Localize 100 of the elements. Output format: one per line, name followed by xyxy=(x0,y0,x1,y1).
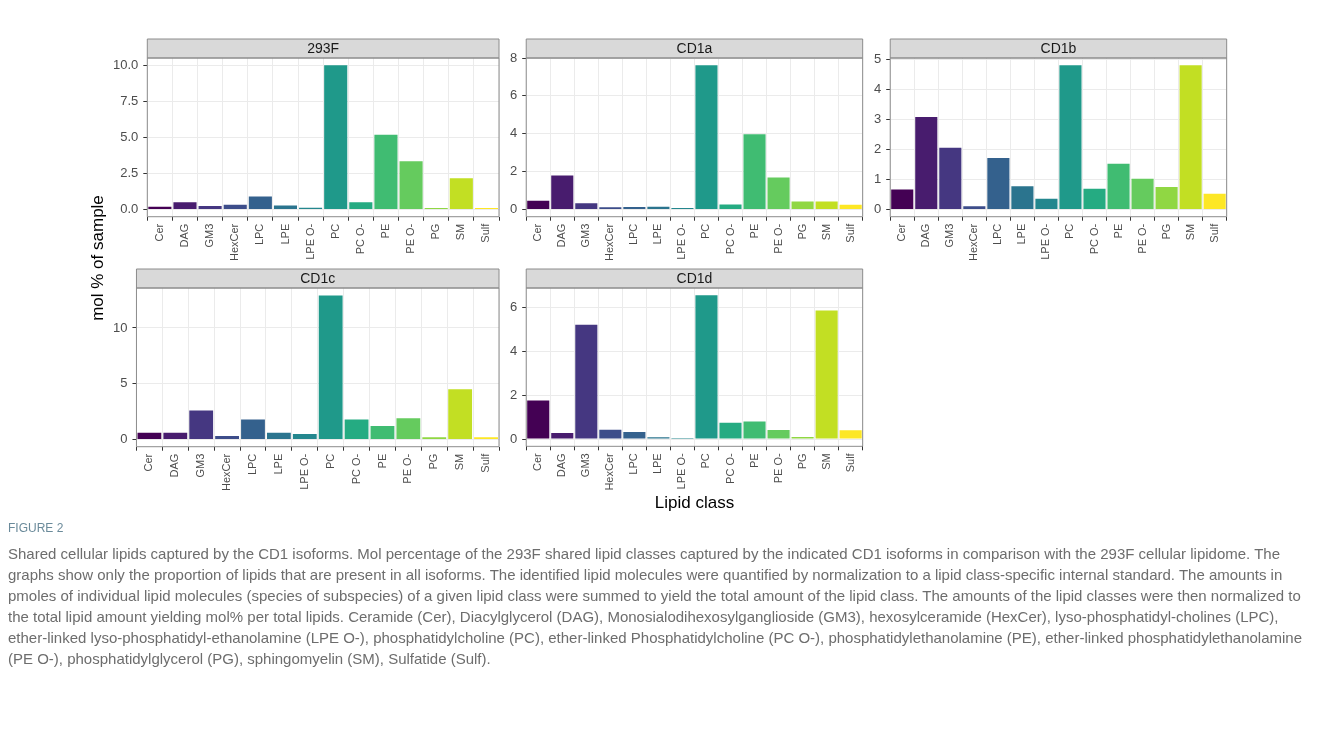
x-tick-label: PC xyxy=(1063,223,1076,239)
bar xyxy=(599,429,622,439)
y-tick-label: 0 xyxy=(120,431,128,447)
y-tick-label: 4 xyxy=(874,81,882,97)
x-tick-label: LPE O- xyxy=(1039,223,1052,260)
x-tick-label: HexCer xyxy=(603,452,616,491)
bar xyxy=(1083,188,1106,210)
bar xyxy=(767,429,790,439)
x-tick-label: DAG xyxy=(555,453,568,478)
y-tick-label: 0 xyxy=(874,201,882,217)
x-tick-label: LPC xyxy=(627,453,640,475)
x-tick-label: SM xyxy=(454,223,467,241)
x-tick-label: LPE O- xyxy=(675,452,688,490)
x-tick-label: Cer xyxy=(895,223,908,242)
y-tick-label: 10.0 xyxy=(112,57,139,73)
x-axis-title: Lipid class xyxy=(654,493,735,513)
bar xyxy=(137,432,162,439)
x-tick-label: SM xyxy=(453,453,466,471)
y-tick-label: 2 xyxy=(510,386,518,402)
y-tick-label: 5.0 xyxy=(120,129,139,145)
bar xyxy=(292,433,317,439)
y-tick-label: 2 xyxy=(874,141,882,157)
x-tick-label: PG xyxy=(795,223,808,240)
x-tick-label: HexCer xyxy=(967,223,980,262)
x-tick-label: DAG xyxy=(919,223,932,248)
x-tick-label: PE xyxy=(1111,223,1124,239)
y-tick-label: 0 xyxy=(510,201,518,217)
x-tick-label: LPE O- xyxy=(675,223,688,260)
x-tick-label: PC O- xyxy=(349,453,362,485)
chart-title: 293F xyxy=(307,39,340,56)
bar xyxy=(767,177,790,210)
bar xyxy=(374,134,398,210)
y-tick-label: 4 xyxy=(510,125,518,141)
bar xyxy=(891,189,914,210)
bar xyxy=(449,178,473,210)
x-tick-label: Sulf xyxy=(479,222,492,243)
x-tick-label: GM3 xyxy=(579,453,592,478)
bar xyxy=(939,147,962,210)
bar xyxy=(1107,163,1130,210)
bar xyxy=(815,310,838,439)
bar xyxy=(396,418,421,439)
x-tick-label: SM xyxy=(1183,223,1196,241)
bar xyxy=(318,295,343,439)
x-tick-label: PE xyxy=(378,223,391,239)
bar xyxy=(223,204,247,210)
x-tick-label: HexCer xyxy=(603,223,616,262)
x-tick-label: PE xyxy=(747,223,760,239)
bar xyxy=(173,202,197,210)
bar xyxy=(719,422,742,439)
x-tick-label: LPE xyxy=(271,453,284,475)
x-tick-label: LPE xyxy=(651,223,664,245)
x-tick-label: PE O- xyxy=(771,223,784,254)
x-tick-label: DAG xyxy=(168,453,181,478)
bar xyxy=(551,175,574,210)
bar xyxy=(791,201,814,210)
bar xyxy=(1035,198,1058,210)
x-tick-label: Cer xyxy=(152,223,165,242)
x-tick-label: GM3 xyxy=(943,223,956,248)
bar xyxy=(695,65,718,210)
bar xyxy=(575,203,598,210)
bar xyxy=(623,431,646,439)
text: Shared cellular lipids captured by the CD1 isoforms. Mol percentage of the 293F shared lipid classes captured by the indicated CD1 isoforms in comparison with the 293F cellular lipidome. The graphs show only the proportion of lipids that are present in all isoforms. The identified lipid molecules were quantified by normalization to a lipid class-specific internal standard. The amounts in pmoles of individual lipid molecules (species of subspecies) of a given lipid class were summed to yield the total amount of the lipid class. The amounts of the lipid classes were then normalized to the total lipid amount yielding mol% per total lipids. Ceramide (Cer), Diacylglycerol (DAG), Monosialodihexosylganglioside (GM3), hexosylceramide (HexCer), lyso-phosphatidyl-cholines (LPC), ether-linked lyso-phosphatidyl-ethanolamine (LPE O-), phosphatidylcholine (PC), ether-linked Phosphatidylcholine (PC O-), phosphatidylethanolamine (PE), ether-linked phosphatidylethanolamine (PE O-), phosphatidylglycerol (PG), sphingomyelin (SM), Sulfatide (Sulf). xyxy=(8,544,1304,669)
x-tick-label: LPC xyxy=(253,223,266,246)
y-tick-label: 5 xyxy=(874,51,882,67)
x-tick-label: Cer xyxy=(531,223,544,242)
x-tick-label: PE xyxy=(375,453,388,469)
x-tick-label: Sulf xyxy=(843,452,856,473)
x-tick-label: GM3 xyxy=(203,223,216,248)
x-tick-label: Sulf xyxy=(479,452,492,473)
bar xyxy=(719,204,742,210)
bar xyxy=(1131,178,1154,210)
x-tick-label: Sulf xyxy=(1207,222,1220,243)
x-tick-label: GM3 xyxy=(579,223,592,248)
x-tick-label: PC xyxy=(699,453,712,469)
bar xyxy=(266,432,291,439)
y-tick-label: 8 xyxy=(510,49,518,65)
bar xyxy=(527,400,550,439)
x-tick-label: PC O- xyxy=(723,452,736,484)
x-tick-label: PE xyxy=(747,453,760,468)
y-axis-title: mol % of sample xyxy=(88,194,108,323)
bar xyxy=(695,295,718,439)
x-tick-label: LPE O- xyxy=(303,223,316,260)
x-tick-label: PC O- xyxy=(1087,223,1100,255)
chart-title: CD1a xyxy=(676,39,713,56)
x-tick-label: Cer xyxy=(531,452,544,472)
bar xyxy=(198,205,222,210)
y-tick-label: 2.5 xyxy=(120,165,139,181)
x-tick-label: PG xyxy=(795,453,808,470)
caption: FIGURE 2 xyxy=(8,520,65,537)
bar xyxy=(839,430,862,439)
bar xyxy=(743,134,766,210)
x-tick-label: PC O- xyxy=(353,223,366,255)
y-tick-label: 2 xyxy=(510,163,518,179)
y-tick-label: 5 xyxy=(120,375,128,391)
x-tick-label: PE O- xyxy=(401,453,414,484)
bar xyxy=(344,419,369,439)
x-tick-label: PG xyxy=(1159,223,1172,240)
bar xyxy=(1155,187,1178,210)
y-tick-label: 3 xyxy=(874,111,882,127)
x-tick-label: PG xyxy=(429,223,442,240)
